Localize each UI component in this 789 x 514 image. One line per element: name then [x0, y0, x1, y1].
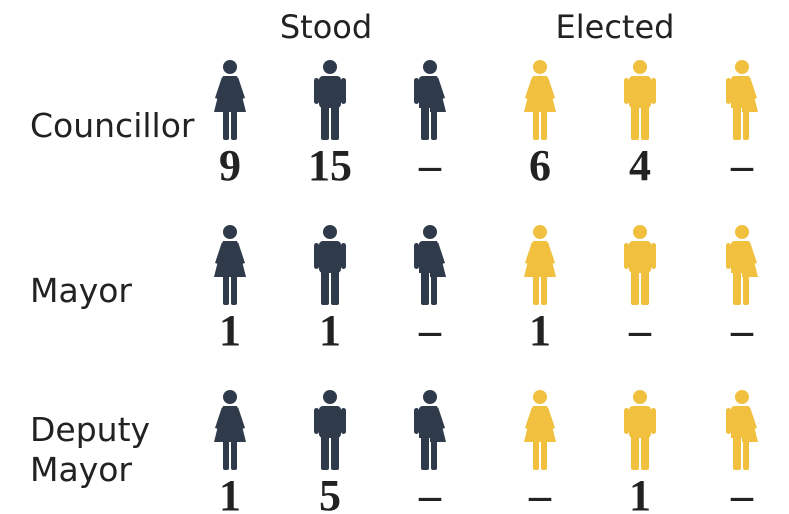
person-icon	[414, 225, 446, 305]
column-header: Elected	[555, 8, 675, 46]
count: 1	[319, 306, 341, 355]
person-icon	[524, 60, 556, 140]
count: 15	[308, 141, 352, 190]
person-icon	[726, 225, 758, 305]
count: –	[419, 141, 441, 190]
count: –	[731, 141, 753, 190]
count: –	[629, 306, 651, 355]
count: –	[419, 306, 441, 355]
count: 1	[629, 471, 651, 514]
person-icon	[314, 225, 346, 305]
person-icon	[726, 390, 758, 470]
person-icon	[726, 60, 758, 140]
person-icon	[414, 60, 446, 140]
count: 1	[219, 306, 241, 355]
count: –	[731, 471, 753, 514]
count: 6	[529, 141, 551, 190]
count: –	[731, 306, 753, 355]
count: 5	[319, 471, 341, 514]
count: 9	[219, 141, 241, 190]
person-icon	[624, 225, 656, 305]
count: 4	[629, 141, 651, 190]
person-icon	[214, 225, 246, 305]
person-icon	[214, 60, 246, 140]
person-icon	[214, 390, 246, 470]
row-label: Mayor	[30, 271, 132, 310]
person-icon	[314, 390, 346, 470]
column-header: Stood	[279, 8, 373, 46]
person-icon	[524, 225, 556, 305]
person-icon	[314, 60, 346, 140]
person-icon	[414, 390, 446, 470]
count: –	[529, 471, 551, 514]
count: –	[419, 471, 441, 514]
row-label: Councillor	[30, 106, 195, 145]
count: 1	[529, 306, 551, 355]
count: 1	[219, 471, 241, 514]
person-icon	[524, 390, 556, 470]
person-icon	[624, 60, 656, 140]
row-label: Deputy Mayor	[30, 410, 151, 489]
person-icon	[624, 390, 656, 470]
